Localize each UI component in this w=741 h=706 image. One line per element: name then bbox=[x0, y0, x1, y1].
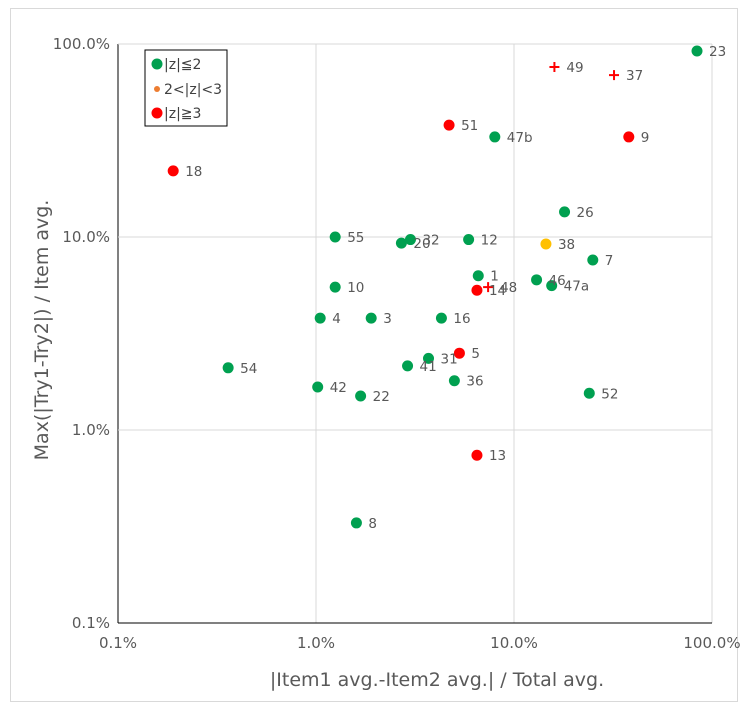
legend-label-z-le-2: |z|≦2 bbox=[164, 57, 201, 73]
data-label: 1 bbox=[490, 269, 499, 285]
data-point bbox=[623, 131, 635, 143]
data-label: 46 bbox=[549, 273, 566, 289]
data-point bbox=[423, 352, 435, 364]
data-label: 42 bbox=[330, 380, 347, 396]
data-point bbox=[691, 45, 703, 57]
data-point bbox=[587, 254, 599, 266]
data-point bbox=[463, 234, 475, 246]
data-label: 41 bbox=[420, 359, 437, 375]
y-tick-label: 100.0% bbox=[53, 35, 110, 53]
legend-marker-z-ge-3 bbox=[151, 107, 163, 119]
data-point bbox=[365, 312, 377, 324]
data-point bbox=[471, 284, 483, 296]
data-points bbox=[167, 45, 703, 529]
data-point bbox=[559, 206, 571, 218]
data-label: 38 bbox=[558, 237, 575, 253]
x-tick-label: 100.0% bbox=[683, 634, 740, 652]
data-label: 55 bbox=[347, 230, 364, 246]
data-label: 52 bbox=[601, 386, 618, 402]
tick-labels: 0.1% 1.0% 10.0% 100.0% 0.1% 1.0% 10.0% 100.0% bbox=[53, 35, 741, 652]
data-label: 36 bbox=[466, 374, 483, 390]
data-point bbox=[472, 270, 484, 282]
data-label: 18 bbox=[185, 164, 202, 180]
data-point bbox=[329, 281, 341, 293]
x-tick-label: 10.0% bbox=[490, 634, 538, 652]
chart-frame bbox=[10, 8, 738, 702]
data-point bbox=[222, 362, 234, 374]
data-label: 9 bbox=[641, 130, 650, 146]
data-label: 3 bbox=[383, 311, 392, 327]
data-point bbox=[329, 231, 341, 243]
data-point-plus bbox=[609, 70, 620, 81]
data-label: 51 bbox=[461, 118, 478, 134]
data-label: 54 bbox=[240, 361, 257, 377]
data-point bbox=[448, 375, 460, 387]
x-tick-label: 1.0% bbox=[297, 634, 335, 652]
data-label: 31 bbox=[441, 351, 458, 367]
data-label: 32 bbox=[422, 233, 439, 249]
data-label: 13 bbox=[489, 448, 506, 464]
data-label: 47b bbox=[507, 130, 533, 146]
data-label: 22 bbox=[373, 389, 390, 405]
data-point bbox=[395, 237, 407, 249]
data-label: 37 bbox=[626, 68, 643, 84]
data-label: 49 bbox=[566, 60, 583, 76]
data-label: 4 bbox=[332, 311, 341, 327]
data-label: 23 bbox=[709, 44, 726, 60]
y-tick-label: 1.0% bbox=[72, 421, 110, 439]
data-label: 14 bbox=[489, 283, 506, 299]
y-tick-label: 10.0% bbox=[62, 228, 110, 246]
data-label: 20 bbox=[413, 236, 430, 252]
data-point bbox=[489, 131, 501, 143]
grid-layer bbox=[117, 43, 713, 624]
data-point bbox=[531, 274, 543, 286]
legend-marker-z-between bbox=[154, 86, 160, 92]
data-point bbox=[404, 234, 416, 246]
legend: |z|≦2 2<|z|<3 |z|≧3 bbox=[144, 49, 228, 127]
data-label: 7 bbox=[605, 253, 614, 269]
data-point bbox=[350, 517, 362, 529]
data-label: 12 bbox=[481, 233, 498, 249]
data-label: 8 bbox=[368, 516, 377, 532]
data-point bbox=[546, 280, 558, 292]
data-label: 48 bbox=[500, 280, 517, 296]
y-axis-title: Max(|Try1-Try2|) / Item avg. bbox=[31, 200, 53, 461]
data-point bbox=[435, 312, 447, 324]
data-point bbox=[402, 360, 414, 372]
data-label: 47a bbox=[564, 279, 589, 295]
x-axis-title: |Item1 avg.-Item2 avg.| / Total avg. bbox=[270, 669, 604, 691]
data-point-plus bbox=[483, 282, 494, 293]
data-point bbox=[314, 312, 326, 324]
data-point bbox=[471, 449, 483, 461]
data-point bbox=[355, 390, 367, 402]
data-point-plus bbox=[549, 62, 560, 73]
data-point bbox=[583, 387, 595, 399]
legend-label-z-ge-3: |z|≧3 bbox=[164, 106, 201, 122]
data-point bbox=[312, 381, 324, 393]
y-tick-label: 0.1% bbox=[72, 614, 110, 632]
data-label: 26 bbox=[577, 205, 594, 221]
data-point bbox=[540, 238, 552, 250]
legend-marker-z-le-2 bbox=[151, 58, 163, 70]
data-label: 5 bbox=[471, 346, 480, 362]
data-label: 16 bbox=[453, 311, 470, 327]
data-point bbox=[443, 119, 455, 131]
x-tick-label: 0.1% bbox=[99, 634, 137, 652]
data-point bbox=[453, 347, 465, 359]
data-point bbox=[167, 165, 179, 177]
data-label: 10 bbox=[347, 280, 364, 296]
legend-label-z-between: 2<|z|<3 bbox=[164, 82, 222, 98]
